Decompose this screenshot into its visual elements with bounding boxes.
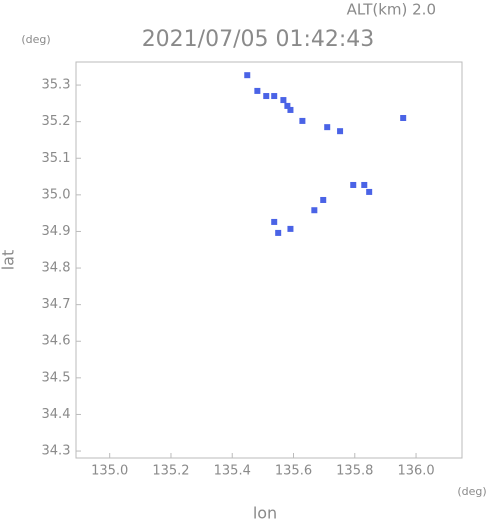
echo-point bbox=[271, 218, 278, 225]
y-axis-label: lat bbox=[0, 250, 18, 271]
echo-point bbox=[280, 97, 287, 104]
echo-point bbox=[366, 188, 373, 195]
plot-frame bbox=[75, 61, 463, 459]
y-tick-label: 35.0 bbox=[42, 187, 71, 202]
chart-title: 2021/07/05 01:42:43 bbox=[142, 27, 375, 52]
echo-point bbox=[271, 93, 278, 100]
y-tick-label: 34.3 bbox=[42, 444, 71, 459]
y-tick-label: 34.5 bbox=[42, 370, 71, 385]
echo-point bbox=[244, 72, 251, 79]
y-tick-label: 34.4 bbox=[42, 407, 71, 422]
echo-point bbox=[299, 117, 306, 124]
y-tick-label: 34.6 bbox=[42, 334, 71, 349]
echo-point bbox=[287, 225, 294, 232]
x-tick-label: 136.0 bbox=[397, 464, 434, 479]
x-tick-label: 135.0 bbox=[91, 464, 128, 479]
echo-point bbox=[254, 87, 261, 94]
x-tick-label: 135.6 bbox=[275, 464, 312, 479]
echo-point bbox=[400, 114, 407, 121]
y-tick-label: 35.2 bbox=[42, 114, 71, 129]
echo-point bbox=[320, 196, 327, 203]
x-unit: (deg) bbox=[457, 485, 486, 498]
y-tick-label: 34.8 bbox=[42, 261, 71, 276]
echo-point bbox=[337, 128, 344, 135]
echo-point bbox=[324, 124, 331, 131]
echo-point bbox=[361, 181, 368, 188]
x-tick-label: 135.8 bbox=[336, 464, 373, 479]
echo-point bbox=[284, 102, 291, 109]
y-tick-label: 35.1 bbox=[42, 151, 71, 166]
echo-point bbox=[287, 106, 294, 113]
x-axis-label: lon bbox=[253, 504, 277, 522]
y-tick-label: 34.7 bbox=[42, 297, 71, 312]
y-unit: (deg) bbox=[21, 33, 50, 46]
echo-point bbox=[275, 229, 282, 236]
echo-point bbox=[311, 207, 318, 214]
echo-point bbox=[350, 181, 357, 188]
echo-point bbox=[263, 93, 270, 100]
x-tick-label: 135.4 bbox=[214, 464, 251, 479]
x-tick-label: 135.2 bbox=[152, 464, 189, 479]
y-tick-label: 35.3 bbox=[42, 78, 71, 93]
altitude-label: ALT(km) 2.0 bbox=[347, 1, 436, 19]
y-tick-label: 34.9 bbox=[42, 224, 71, 239]
